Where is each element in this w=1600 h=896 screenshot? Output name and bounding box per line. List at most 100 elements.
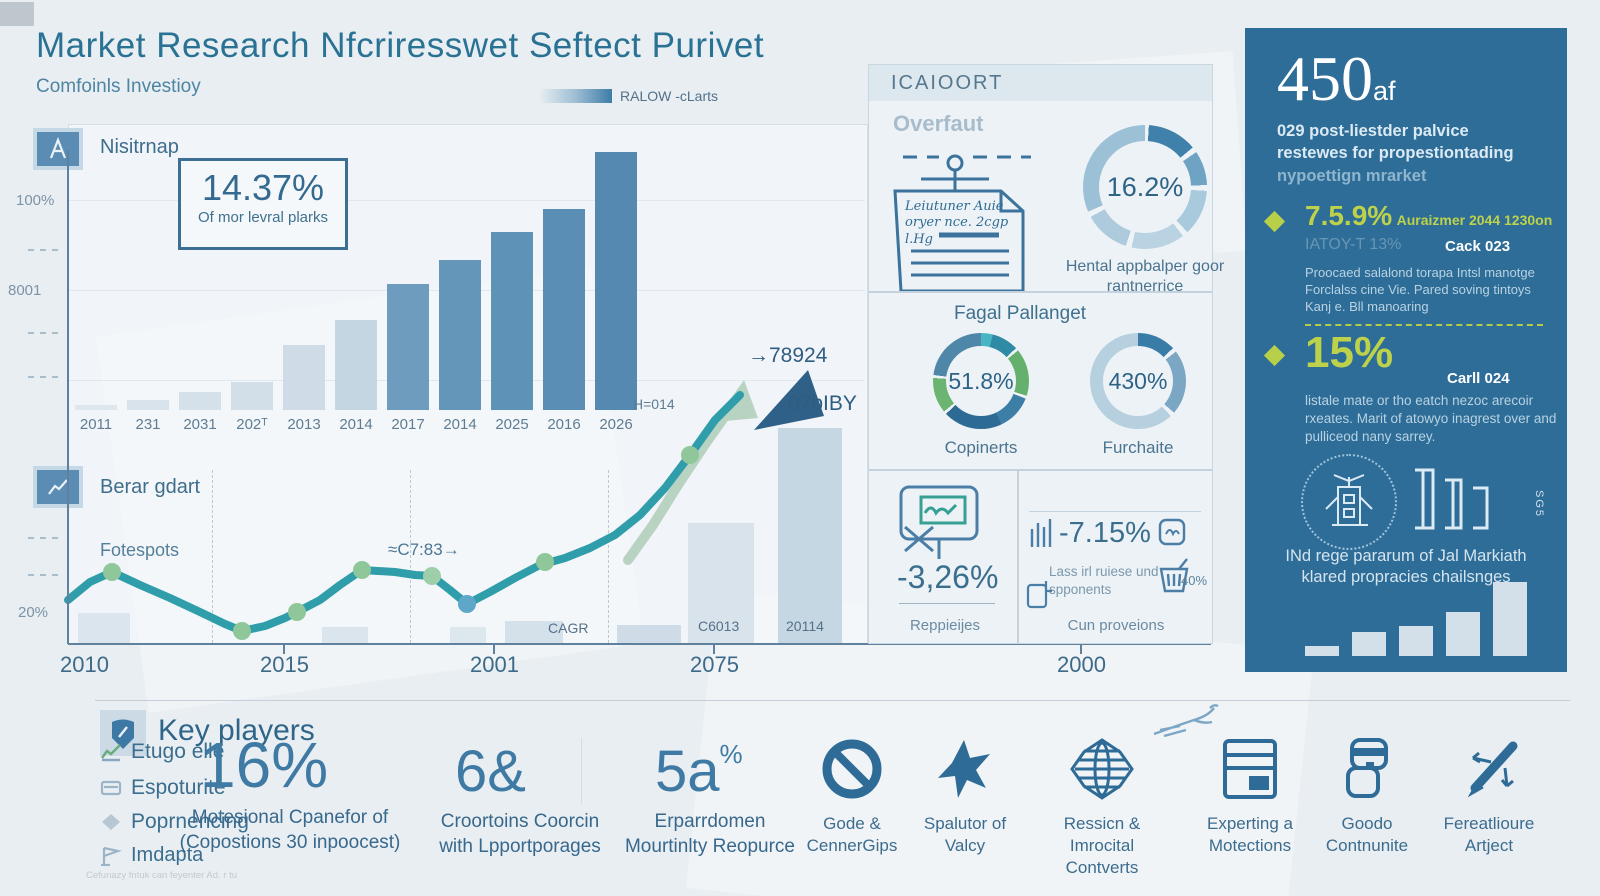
arrow-code-label: 07bIBY bbox=[788, 392, 857, 415]
footer-divider bbox=[95, 700, 1570, 701]
service-label: Goodo Contnunite bbox=[1325, 814, 1409, 856]
service-label: Gode & CennerGips bbox=[806, 814, 898, 856]
bar-x-label: 2016 bbox=[547, 416, 581, 433]
y-tick-20: 20% bbox=[18, 604, 49, 621]
bar-x-label: 2025 bbox=[495, 416, 529, 433]
service-item: Fereatlioure Artject bbox=[1424, 738, 1554, 857]
sidebar-stat1: 7.5.9% Auraizmer 2044 1230on bbox=[1305, 200, 1552, 232]
cards-icon bbox=[1346, 738, 1388, 798]
section-divider bbox=[869, 291, 1212, 293]
doc-small-icon bbox=[1026, 581, 1052, 609]
arrow-value-label: →78924 bbox=[748, 344, 828, 367]
donut-caption: Copinerts bbox=[944, 438, 1018, 457]
bar-x-label: 2014 bbox=[443, 416, 477, 433]
rule bbox=[1029, 511, 1201, 512]
x-tick bbox=[283, 645, 285, 654]
bird-icon bbox=[1153, 704, 1219, 738]
footer-stat-5a: 5a% bbox=[655, 739, 743, 804]
footer-stat-16-caption: Motesional Cpanefor of (Copostions 30 in… bbox=[179, 807, 401, 853]
donut-caption: Furchaite bbox=[1102, 438, 1174, 457]
diamond-icon bbox=[102, 814, 120, 830]
cagr-label: CAGR bbox=[548, 620, 589, 636]
gridline-vertical bbox=[410, 470, 411, 643]
corner-mark bbox=[0, 2, 34, 26]
sidebar-caption: INd rege pararum of Jal Markiath klared … bbox=[1285, 547, 1527, 587]
diamond-bullet-icon bbox=[1263, 344, 1286, 367]
y-dash bbox=[28, 376, 62, 378]
service-label: Fereatlioure Artject bbox=[1443, 814, 1535, 856]
service-item: Ressicn & Imrocital Contverts bbox=[1037, 738, 1167, 879]
stat2-value: -7.15% bbox=[1059, 517, 1151, 549]
axis-note: H=014 bbox=[633, 396, 675, 412]
player-item: Poprnencing bbox=[100, 810, 249, 834]
bar bbox=[127, 400, 169, 410]
service-label: Ressicn & Imrocital Contverts bbox=[1063, 814, 1141, 878]
y-dash bbox=[28, 249, 62, 251]
bar bbox=[595, 152, 637, 410]
stat2-value: 15% bbox=[1305, 328, 1394, 377]
footer-stat-5a-caption: Erparrdomen Mourtinlty Reopurce bbox=[624, 811, 796, 857]
mini-bars-icon bbox=[1030, 519, 1052, 547]
service-label: Experting a Motections bbox=[1207, 814, 1293, 856]
page-title: Market Research Nfcriresswet Seftect Pur… bbox=[36, 26, 765, 65]
ghost-column bbox=[505, 621, 563, 643]
document-icon bbox=[893, 154, 1031, 293]
data-point bbox=[288, 603, 306, 621]
mini-bar bbox=[1493, 582, 1527, 656]
legend-gradient-swatch bbox=[540, 89, 612, 103]
mini-bar bbox=[1352, 632, 1386, 656]
y-axis-line bbox=[67, 150, 69, 644]
data-point bbox=[353, 561, 371, 579]
stat-separator bbox=[581, 738, 582, 804]
service-item: Experting a Motections bbox=[1185, 738, 1315, 857]
glyph-marks-icon bbox=[1415, 468, 1489, 530]
c6013-label: C6013 bbox=[698, 618, 740, 634]
sidebar-mini-bar-chart bbox=[1305, 576, 1545, 656]
stat2-body: listale mate or tho eatch nezoc arecoir … bbox=[1305, 393, 1557, 444]
stat1-value: -3,26% bbox=[897, 559, 999, 595]
x-tick bbox=[713, 645, 715, 654]
light-green-arrow bbox=[623, 407, 733, 565]
kpi-caption: Of mor levral plarks bbox=[197, 209, 329, 226]
service-item: Gode & CennerGips bbox=[787, 738, 917, 857]
trend-line bbox=[64, 391, 744, 635]
chart-icon bbox=[101, 744, 121, 762]
20114-label: 20114 bbox=[786, 618, 824, 634]
timeline-2075: 2075 bbox=[690, 652, 739, 677]
legend-label: RALOW -cLarts bbox=[620, 88, 719, 104]
page-subtitle: Comfoinls Investioy bbox=[36, 76, 201, 97]
mini-bar bbox=[1399, 626, 1433, 656]
flag-icon bbox=[101, 846, 122, 866]
mini-bar bbox=[1305, 646, 1339, 656]
stat1-value: 7.5.9% bbox=[1305, 200, 1393, 231]
service-label: Spalutor of Valcy bbox=[923, 814, 1007, 856]
y-tick-8001: 8001 bbox=[8, 282, 42, 299]
stat2-caption: Cun proveions bbox=[1067, 617, 1165, 634]
fine-print: Cefunazy fntuk can feyenter Ad. r tu bbox=[86, 870, 238, 881]
gridline-vertical bbox=[608, 470, 609, 643]
bar bbox=[75, 405, 117, 410]
bar-x-label: 2013 bbox=[287, 416, 321, 433]
gridline-vertical bbox=[212, 470, 213, 643]
furchaite-donut: 430% bbox=[1090, 333, 1186, 429]
data-point bbox=[536, 553, 554, 571]
donut-caption: Hental appbalper goor rantnerrice bbox=[1065, 258, 1225, 295]
bar-chart-icon-chip bbox=[33, 128, 83, 170]
section2-title: Fagal Pallanget bbox=[954, 303, 1087, 324]
shield-icon bbox=[112, 719, 134, 749]
bar-x-label: 2026 bbox=[599, 416, 633, 433]
dashed-divider bbox=[1305, 324, 1543, 326]
x-axis-line bbox=[68, 643, 1211, 645]
letter-a-icon bbox=[49, 137, 67, 159]
stat1-suffix: Auraizmer 2044 1230on bbox=[1396, 212, 1553, 228]
sidebar-panel: 450af 029 post-liestder palvice restewes… bbox=[1245, 28, 1567, 672]
stat2-badge: 40% bbox=[1181, 573, 1208, 588]
basket-icon bbox=[1159, 558, 1189, 593]
timeline-2015: 2015 bbox=[260, 652, 309, 677]
stat1-caption: Reppieijes bbox=[909, 617, 981, 634]
bar-x-label: 2017 bbox=[391, 416, 425, 433]
y-dash bbox=[28, 537, 62, 539]
section-divider bbox=[869, 469, 1212, 471]
kpi-value: 14.37% bbox=[201, 167, 325, 208]
ghost-column bbox=[450, 627, 486, 643]
